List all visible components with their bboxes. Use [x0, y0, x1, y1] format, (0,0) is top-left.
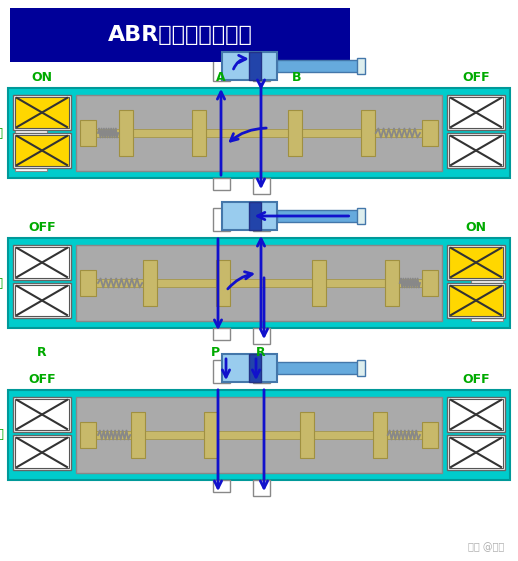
Bar: [15, 285, 69, 316]
Bar: [205, 412, 219, 458]
Bar: [13, 435, 71, 470]
Bar: [287, 109, 301, 157]
Bar: [212, 480, 229, 492]
Text: OFF: OFF: [28, 221, 56, 234]
Bar: [447, 133, 505, 168]
Bar: [422, 270, 438, 296]
Bar: [76, 245, 442, 321]
Bar: [449, 285, 503, 316]
Bar: [447, 245, 505, 280]
Bar: [80, 270, 96, 296]
Bar: [277, 60, 362, 72]
Bar: [10, 8, 350, 62]
Bar: [449, 247, 503, 278]
Bar: [81, 279, 437, 287]
Bar: [447, 283, 505, 318]
Text: B: B: [292, 71, 302, 84]
Bar: [81, 431, 437, 439]
Bar: [249, 354, 261, 382]
Bar: [356, 360, 365, 376]
Bar: [356, 208, 365, 224]
Bar: [212, 208, 229, 231]
Bar: [131, 412, 145, 458]
Bar: [222, 354, 277, 382]
Bar: [76, 397, 442, 473]
Bar: [277, 362, 362, 374]
Text: OFF: OFF: [462, 71, 490, 84]
Bar: [80, 121, 96, 146]
Bar: [15, 399, 69, 430]
Bar: [15, 135, 69, 166]
Bar: [449, 437, 503, 468]
Bar: [449, 135, 503, 166]
Bar: [356, 58, 365, 74]
Bar: [277, 210, 362, 222]
Bar: [312, 260, 326, 306]
Text: P: P: [210, 346, 220, 359]
Bar: [13, 133, 71, 168]
Bar: [422, 121, 438, 146]
Bar: [143, 260, 157, 306]
Bar: [252, 58, 269, 81]
Bar: [447, 95, 505, 130]
Bar: [13, 245, 71, 280]
Text: 不通电时: 不通电时: [0, 429, 4, 442]
Bar: [449, 399, 503, 430]
Bar: [212, 178, 229, 190]
Bar: [222, 202, 277, 230]
Bar: [15, 247, 69, 278]
Bar: [80, 422, 96, 448]
Bar: [252, 328, 269, 344]
Text: OFF: OFF: [462, 373, 490, 386]
Bar: [81, 129, 437, 137]
Bar: [449, 97, 503, 128]
Bar: [249, 202, 261, 230]
Bar: [76, 95, 442, 171]
Bar: [422, 422, 438, 448]
Text: ABR连接「中泄式」: ABR连接「中泄式」: [108, 25, 252, 45]
Text: R: R: [37, 346, 47, 359]
Text: A侧通电时: A侧通电时: [0, 126, 4, 140]
Bar: [447, 397, 505, 432]
Bar: [447, 435, 505, 470]
Bar: [471, 245, 503, 321]
Bar: [15, 97, 69, 128]
Bar: [13, 397, 71, 432]
Bar: [13, 283, 71, 318]
Text: 知乎 @老史: 知乎 @老史: [468, 542, 504, 552]
Bar: [252, 360, 269, 383]
Bar: [222, 52, 277, 80]
Bar: [252, 178, 269, 194]
Bar: [249, 52, 261, 80]
Bar: [15, 95, 47, 171]
Bar: [8, 390, 510, 480]
Bar: [8, 238, 510, 328]
Bar: [385, 260, 399, 306]
Bar: [212, 360, 229, 383]
Text: ON: ON: [466, 221, 486, 234]
Text: ON: ON: [32, 71, 52, 84]
Text: R: R: [256, 346, 266, 359]
Bar: [192, 109, 206, 157]
Bar: [252, 208, 269, 231]
Bar: [373, 412, 387, 458]
Text: B侧通电时: B侧通电时: [0, 277, 4, 289]
Bar: [217, 260, 231, 306]
Bar: [212, 328, 229, 340]
Bar: [15, 437, 69, 468]
Bar: [8, 88, 510, 178]
Bar: [13, 95, 71, 130]
Text: OFF: OFF: [28, 373, 56, 386]
Bar: [299, 412, 313, 458]
Bar: [361, 109, 375, 157]
Bar: [252, 480, 269, 496]
Text: A: A: [216, 71, 226, 84]
Bar: [212, 58, 229, 81]
Bar: [119, 109, 133, 157]
